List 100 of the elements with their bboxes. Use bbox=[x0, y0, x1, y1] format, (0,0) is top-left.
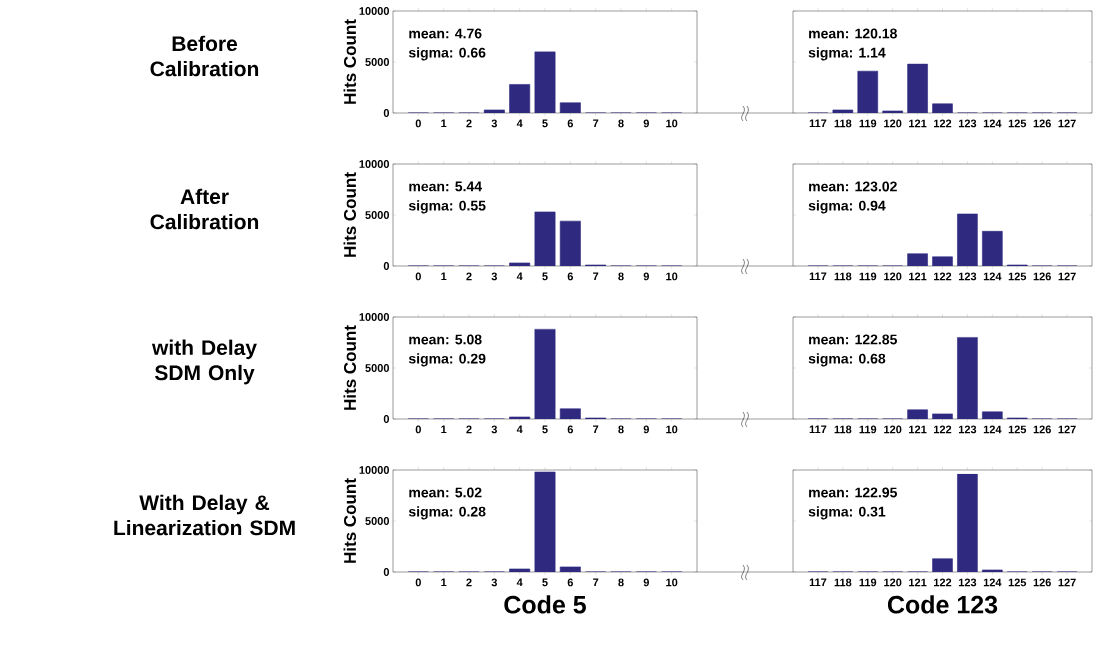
x-tick-label: 6 bbox=[567, 425, 573, 434]
x-tick-label: 126 bbox=[1033, 272, 1051, 281]
x-tick-label: 1 bbox=[441, 578, 447, 587]
y-tick-label: 10000 bbox=[359, 7, 390, 15]
x-tick-label: 121 bbox=[909, 272, 927, 281]
x-tick-label: 118 bbox=[834, 272, 852, 281]
x-tick-label: 117 bbox=[809, 425, 827, 434]
x-tick-label: 119 bbox=[859, 578, 877, 587]
x-tick-label: 3 bbox=[491, 272, 497, 281]
y-tick-label: 10000 bbox=[359, 313, 390, 321]
y-tick-label: 0 bbox=[383, 568, 390, 576]
x-tick-label: 117 bbox=[809, 272, 827, 281]
x-tick-label: 6 bbox=[567, 119, 573, 128]
x-tick-label: 125 bbox=[1008, 272, 1027, 281]
annotation: mean: 5.44 bbox=[409, 181, 482, 192]
x-tick-label: 120 bbox=[884, 425, 902, 434]
x-tick-label: 0 bbox=[415, 119, 421, 128]
text: With Delay & Linearization SDM bbox=[114, 494, 295, 536]
x-tick-label: 2 bbox=[466, 425, 472, 434]
x-tick-label: 8 bbox=[618, 272, 624, 281]
x-tick-label: 119 bbox=[859, 119, 877, 128]
x-tick-label: 8 bbox=[618, 119, 624, 128]
y-tick-label: 5000 bbox=[365, 58, 390, 66]
annotation: mean: 122.95 bbox=[809, 487, 897, 498]
y-tick-label: 0 bbox=[383, 415, 390, 423]
x-tick-label: 8 bbox=[618, 425, 624, 434]
x-tick-label: 9 bbox=[643, 578, 649, 587]
bar bbox=[534, 51, 556, 113]
x-tick-label: 5 bbox=[542, 272, 548, 281]
x-tick-label: 123 bbox=[958, 578, 977, 587]
x-tick-label: 3 bbox=[491, 578, 497, 587]
y-tick-label: 0 bbox=[383, 262, 390, 270]
x-tick-label: 7 bbox=[593, 425, 599, 434]
x-tick-label: 3 bbox=[491, 425, 497, 434]
x-tick-label: 126 bbox=[1033, 578, 1051, 587]
x-tick-label: 7 bbox=[593, 578, 599, 587]
x-tick-label: 0 bbox=[415, 425, 421, 434]
x-tick-label: 9 bbox=[643, 119, 649, 128]
y-tick-label: 5000 bbox=[365, 211, 390, 219]
y-axis-title: Hits Count bbox=[343, 478, 357, 563]
text: with Delay SDM Only bbox=[151, 339, 257, 385]
y-axis-title: Hits Count bbox=[343, 172, 357, 257]
y-tick-label: 5000 bbox=[365, 364, 390, 372]
annotation: mean: 4.76 bbox=[409, 28, 482, 39]
x-tick-label: 119 bbox=[859, 272, 877, 281]
x-tick-label: 124 bbox=[983, 119, 1002, 128]
x-tick-label: 7 bbox=[593, 272, 599, 281]
x-tick-label: 126 bbox=[1033, 119, 1051, 128]
x-tick-label: 119 bbox=[859, 425, 877, 434]
x-tick-label: 124 bbox=[983, 425, 1002, 434]
y-tick-label: 5000 bbox=[365, 517, 390, 525]
y-tick-label: 0 bbox=[383, 109, 390, 117]
x-tick-label: 4 bbox=[516, 119, 523, 128]
x-tick-label: 122 bbox=[934, 272, 952, 281]
x-tick-label: 4 bbox=[516, 272, 523, 281]
bar bbox=[832, 109, 854, 113]
bar bbox=[559, 102, 581, 113]
bar bbox=[932, 558, 953, 573]
x-tick-label: 127 bbox=[1058, 119, 1076, 128]
x-tick-label: 125 bbox=[1008, 578, 1027, 587]
x-tick-label: 122 bbox=[934, 425, 952, 434]
x-tick-label: 118 bbox=[834, 119, 852, 128]
bar bbox=[932, 103, 953, 113]
annotation: sigma: 0.55 bbox=[408, 200, 486, 214]
x-tick-label: 4 bbox=[516, 578, 523, 587]
x-tick-label: 6 bbox=[567, 272, 573, 281]
x-tick-label: 3 bbox=[491, 119, 497, 128]
annotation: mean: 5.02 bbox=[409, 487, 482, 498]
x-tick-label: 120 bbox=[884, 119, 902, 128]
x-tick-label: 126 bbox=[1033, 425, 1051, 434]
bar bbox=[857, 70, 879, 113]
x-tick-label: 1 bbox=[441, 272, 447, 281]
text: Before Calibration bbox=[150, 35, 259, 77]
x-tick-label: 10 bbox=[666, 272, 678, 281]
annotation: sigma: 0.66 bbox=[408, 47, 486, 61]
x-tick-label: 9 bbox=[643, 272, 649, 281]
x-tick-label: 118 bbox=[834, 578, 852, 587]
bar bbox=[957, 473, 978, 573]
x-tick-label: 123 bbox=[958, 425, 977, 434]
text: After Calibration bbox=[150, 188, 259, 230]
x-tick-label: 0 bbox=[415, 578, 421, 587]
x-tick-label: 127 bbox=[1058, 425, 1076, 434]
x-tick-label: 122 bbox=[934, 119, 952, 128]
annotation: sigma: 0.29 bbox=[408, 353, 486, 367]
x-tick-label: 4 bbox=[516, 425, 523, 434]
x-tick-label: 118 bbox=[834, 425, 852, 434]
annotation: mean: 123.02 bbox=[809, 181, 897, 192]
x-tick-label: 5 bbox=[542, 119, 548, 128]
annotation: sigma: 0.68 bbox=[808, 353, 886, 367]
x-tick-label: 120 bbox=[884, 272, 902, 281]
x-tick-label: 121 bbox=[909, 119, 927, 128]
x-tick-label: 10 bbox=[666, 119, 678, 128]
x-tick-label: 125 bbox=[1008, 119, 1027, 128]
x-tick-label: 127 bbox=[1058, 578, 1076, 587]
x-tick-label: 2 bbox=[466, 272, 472, 281]
x-tick-label: 10 bbox=[666, 578, 678, 587]
x-tick-label: 117 bbox=[809, 578, 827, 587]
x-tick-label: 117 bbox=[809, 119, 827, 128]
bar bbox=[509, 84, 531, 113]
x-tick-label: 121 bbox=[909, 578, 927, 587]
